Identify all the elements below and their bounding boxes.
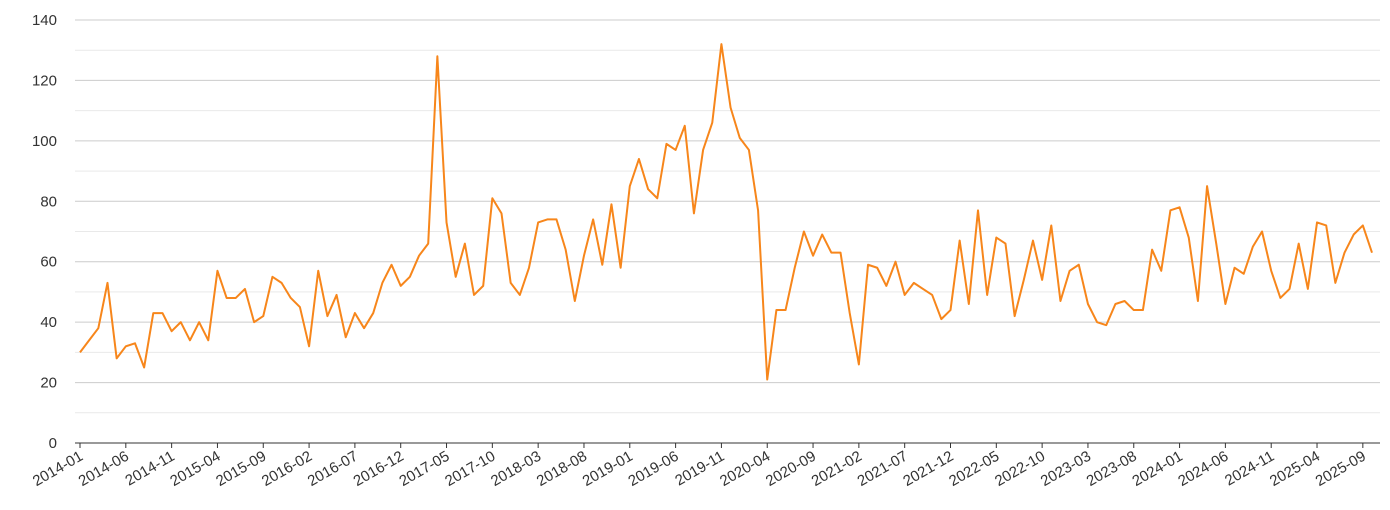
x-axis-ticks: 2014-012014-062014-112015-042015-092016-… (30, 443, 1369, 490)
series-line (79, 43, 1373, 381)
x-tick-label: 2023-03 (1038, 448, 1094, 490)
x-tick-label: 2020-04 (717, 448, 773, 490)
y-axis-ticks: 0 20 40 60 80 100 120 140 (32, 12, 57, 452)
x-tick-label: 2017-05 (396, 448, 452, 490)
x-tick-label: 2021-07 (854, 448, 910, 490)
x-tick-label: 2015-09 (213, 448, 269, 490)
x-tick-label: 2025-04 (1267, 448, 1323, 490)
x-tick-label: 2024-06 (1175, 448, 1231, 490)
gridlines (75, 19, 1380, 414)
y-tick-label: 100 (32, 133, 57, 150)
y-tick-label: 40 (40, 314, 57, 331)
y-tick-label: 0 (49, 435, 57, 452)
y-tick-label: 20 (40, 375, 57, 392)
x-tick-label: 2022-05 (946, 448, 1002, 490)
x-tick-label: 2024-01 (1129, 448, 1185, 490)
x-tick-label: 2019-01 (580, 448, 636, 490)
y-tick-label: 60 (40, 254, 57, 271)
x-tick-label: 2016-02 (259, 448, 315, 490)
x-tick-label: 2019-11 (672, 448, 727, 490)
x-tick-label: 2025-09 (1313, 448, 1369, 490)
x-tick-label: 2014-11 (122, 448, 177, 490)
x-tick-label: 2018-03 (488, 448, 544, 490)
x-tick-label: 2022-10 (992, 448, 1048, 490)
x-tick-label: 2019-06 (625, 448, 681, 490)
y-tick-label: 140 (32, 12, 57, 29)
x-tick-label: 2020-09 (763, 448, 819, 490)
x-tick-label: 2021-02 (809, 448, 865, 490)
x-tick-label: 2014-06 (76, 448, 132, 490)
x-tick-label: 2021-12 (900, 448, 956, 490)
x-tick-label: 2017-10 (442, 448, 498, 490)
x-tick-label: 2024-11 (1222, 448, 1277, 490)
x-tick-label: 2016-12 (351, 448, 407, 490)
x-tick-label: 2014-01 (30, 448, 86, 490)
x-tick-label: 2018-08 (534, 448, 590, 490)
y-tick-label: 80 (40, 193, 57, 210)
x-tick-label: 2023-08 (1084, 448, 1140, 490)
x-tick-label: 2016-07 (305, 448, 361, 490)
y-tick-label: 120 (32, 72, 57, 89)
x-tick-label: 2015-04 (167, 448, 223, 490)
